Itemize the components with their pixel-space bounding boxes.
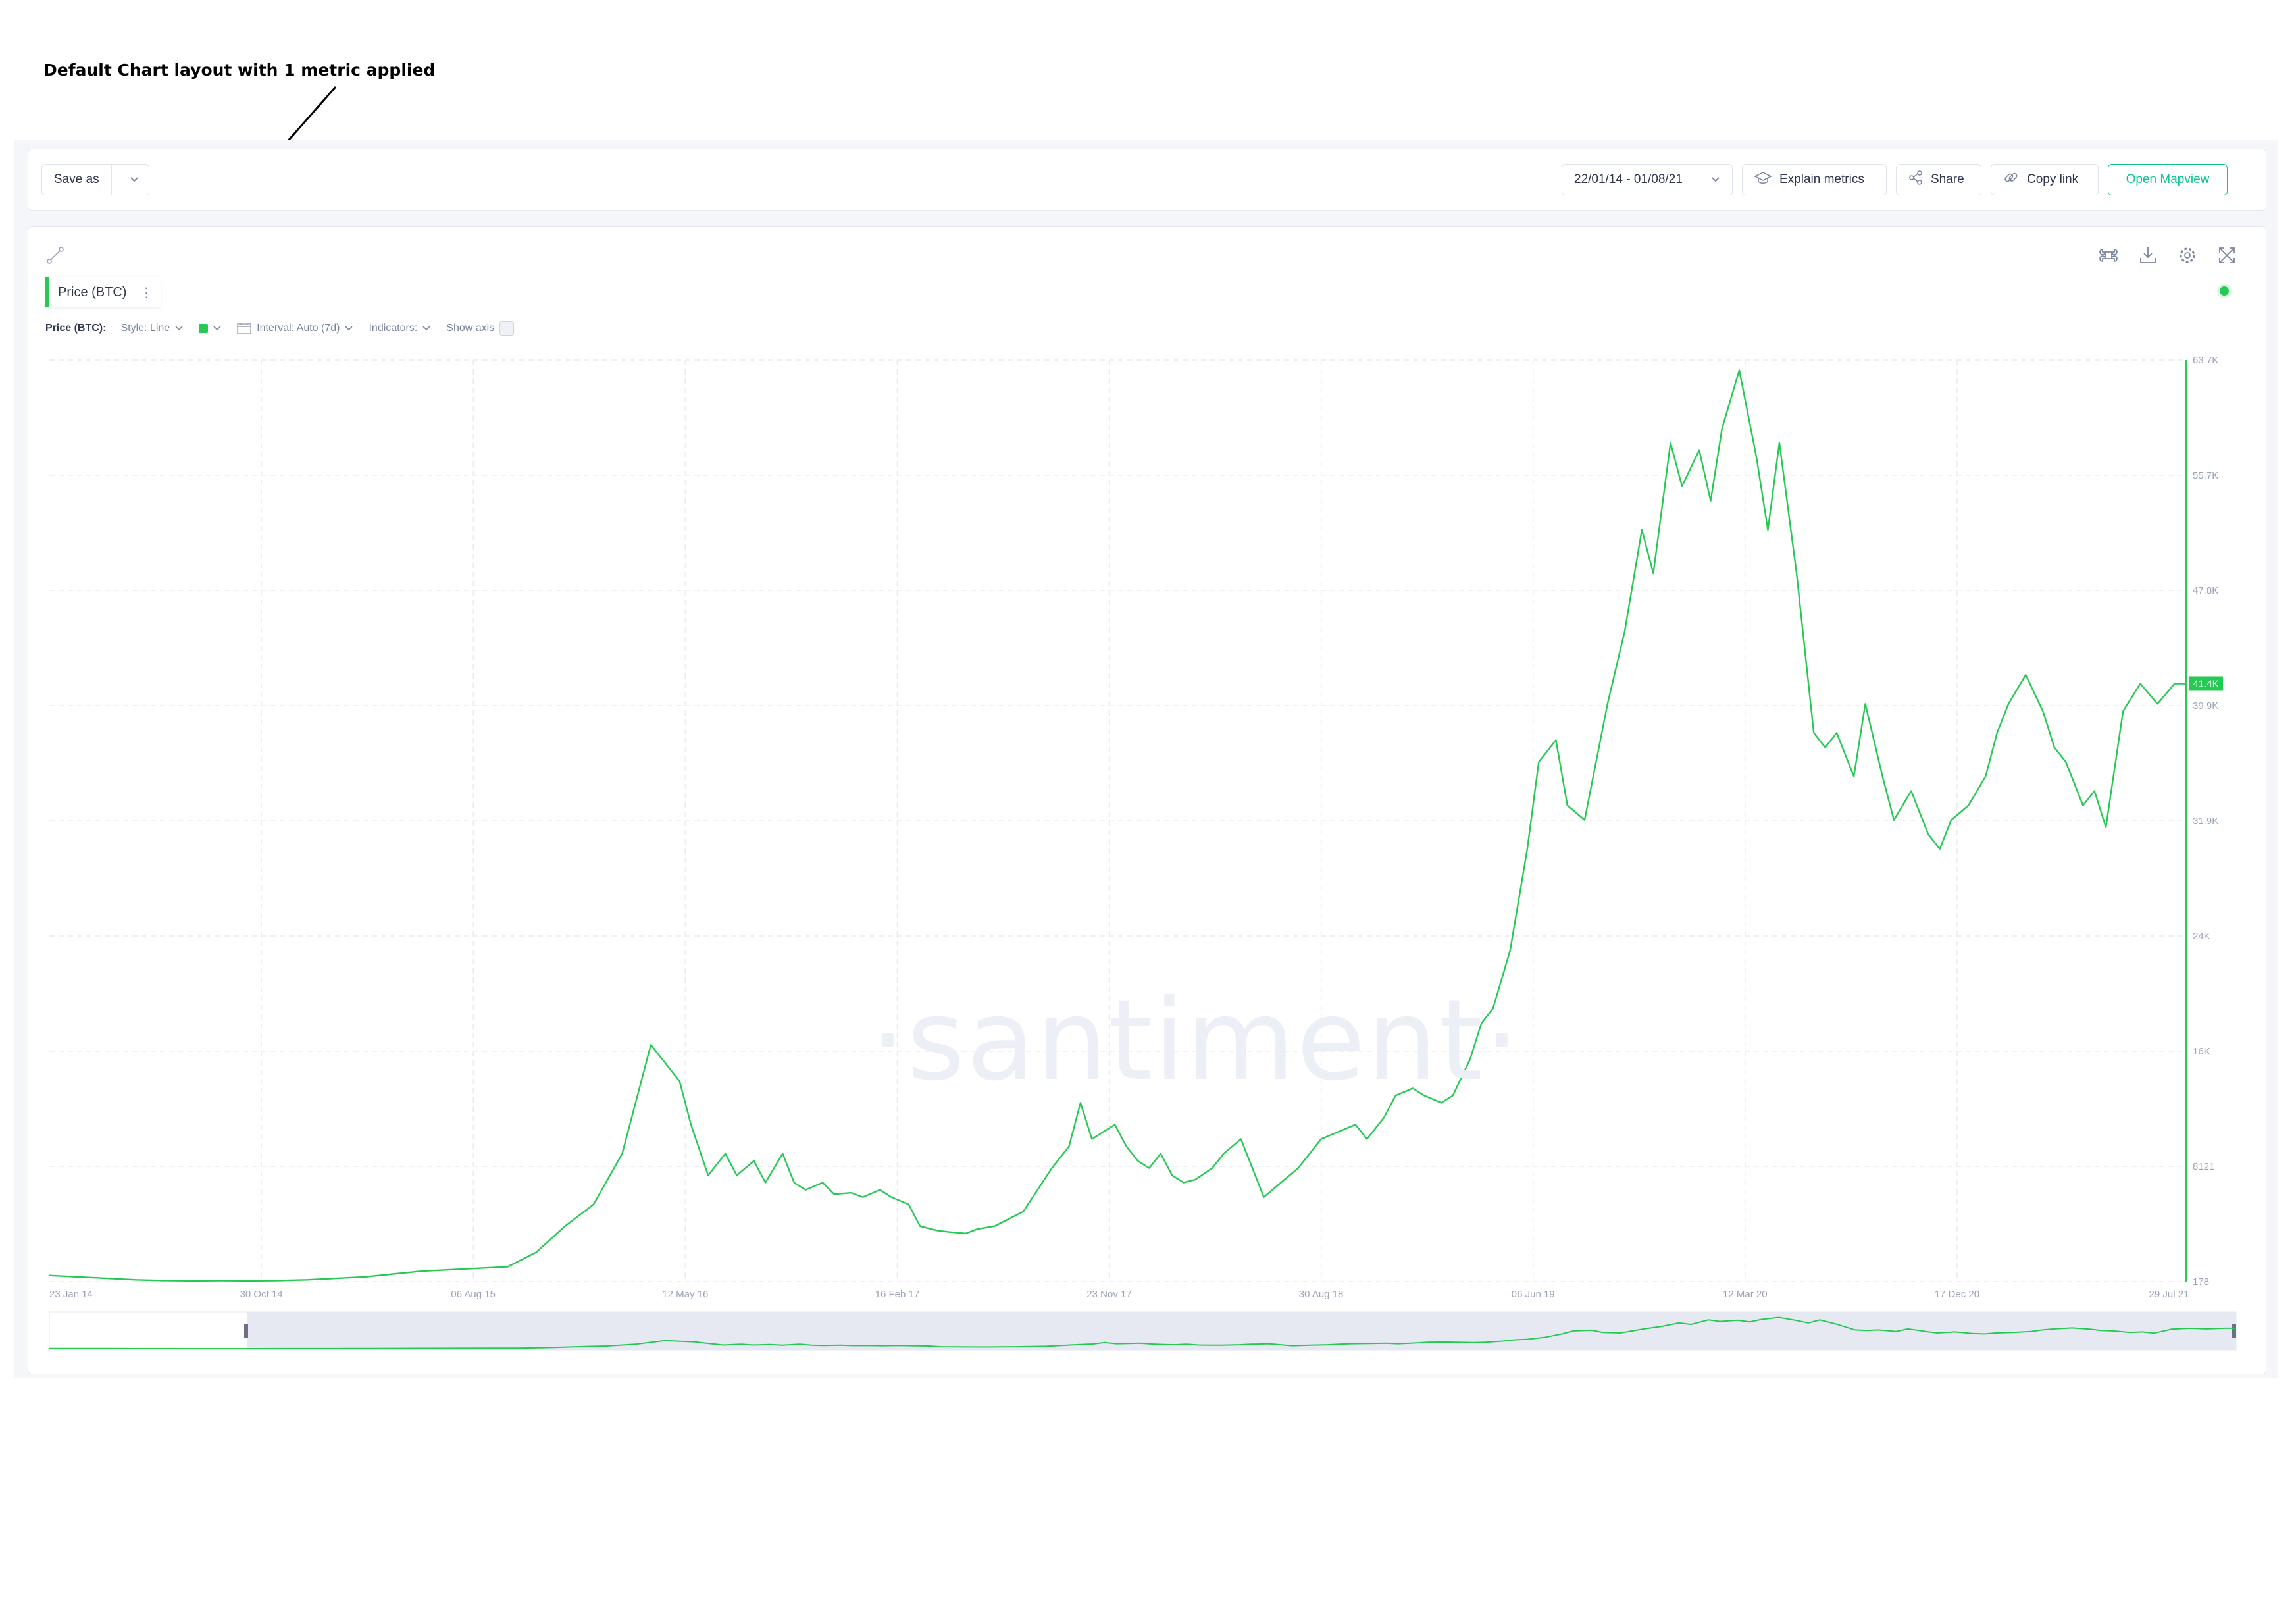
y-tick-label: 8121 (2193, 1161, 2214, 1172)
chevron-down-icon (422, 326, 430, 331)
save-as-button[interactable]: Save as (41, 164, 149, 195)
annotation-caption: Default Chart layout with 1 metric appli… (43, 61, 436, 80)
color-picker[interactable] (199, 324, 221, 333)
x-tick-label: 23 Jan 14 (49, 1289, 93, 1300)
x-tick-label: 17 Dec 20 (1935, 1289, 1979, 1300)
live-status-dot (2220, 286, 2229, 296)
graduation-cap-icon (1754, 171, 1772, 188)
share-button[interactable]: Share (1896, 164, 1981, 195)
show-axis-checkbox[interactable] (499, 321, 515, 336)
explain-metrics-label: Explain metrics (1779, 172, 1864, 186)
chart-app: Save as 22/01/14 - 01/08/21 Explain metr… (14, 140, 2278, 1378)
style-dropdown[interactable]: Style: Line (120, 323, 183, 334)
series-line-price-btc (49, 369, 2186, 1282)
more-options-icon[interactable]: ⋮ (140, 285, 153, 300)
x-tick-label: 16 Feb 17 (875, 1289, 920, 1300)
y-tick-label: 31.9K (2193, 816, 2218, 827)
show-axis-toggle[interactable]: Show axis (446, 321, 515, 336)
metric-tab-label: Price (BTC) (58, 284, 127, 299)
indicators-dropdown[interactable]: Indicators: (369, 323, 430, 334)
x-tick-label: 12 May 16 (662, 1289, 708, 1300)
gear-icon[interactable] (2178, 246, 2197, 269)
y-tick-label: 178 (2193, 1276, 2209, 1288)
navigator-series-line (49, 1316, 2236, 1349)
price-chart[interactable]: 178 8121 16K 24K 31.9K 39.9K 47.8K 55.7K 63.7K 23… (44, 346, 2255, 1359)
interval-label: Interval: Auto (7d) (257, 323, 340, 334)
copy-link-button[interactable]: Copy link (1991, 164, 2099, 195)
x-tick-label: 12 Mar 20 (1723, 1289, 1768, 1300)
y-tick-label: 16K (2193, 1046, 2210, 1057)
navigator-selection[interactable] (247, 1312, 2236, 1350)
interval-dropdown[interactable]: Interval: Auto (7d) (237, 323, 353, 334)
x-tick-label: 23 Nov 17 (1086, 1289, 1131, 1300)
line-tool-icon[interactable] (45, 246, 65, 269)
last-value-badge (2189, 676, 2223, 691)
x-tick-label: 30 Aug 18 (1299, 1289, 1344, 1300)
x-tick-label: 30 Oct 14 (240, 1289, 283, 1300)
copy-link-label: Copy link (2027, 172, 2079, 186)
metric-tab-price-btc[interactable]: Price (BTC) ⋮ (45, 277, 161, 307)
share-label: Share (1931, 172, 1964, 186)
download-icon[interactable] (2138, 246, 2158, 269)
style-label: Style: Line (120, 323, 170, 334)
y-tick-label: 63.7K (2193, 355, 2218, 366)
command-icon[interactable] (2099, 246, 2118, 269)
x-tick-label: 29 Jul 21 (2149, 1289, 2189, 1300)
save-as-label: Save as (42, 165, 112, 195)
last-value-label: 41.4K (2193, 678, 2218, 689)
chevron-down-icon (213, 326, 221, 331)
x-tick-label: 06 Aug 15 (451, 1289, 496, 1300)
x-tick-label: 06 Jun 19 (1512, 1289, 1555, 1300)
chevron-down-icon[interactable] (120, 176, 149, 183)
metric-settings-row: Price (BTC): Style: Line Interval: Auto … (45, 319, 530, 338)
y-tick-label: 24K (2193, 931, 2210, 942)
chevron-down-icon (1711, 172, 1720, 187)
indicators-label: Indicators: (369, 323, 418, 334)
open-mapview-button[interactable]: Open Mapview (2108, 164, 2228, 195)
fullscreen-icon[interactable] (2217, 246, 2237, 269)
chart-card: Price (BTC) ⋮ Price (BTC): Style: Line I… (28, 226, 2266, 1374)
color-swatch (199, 324, 209, 333)
show-axis-label: Show axis (446, 323, 495, 334)
y-tick-label: 47.8K (2193, 585, 2218, 596)
chevron-down-icon (175, 326, 183, 331)
calendar-icon (237, 323, 251, 334)
date-range-label: 22/01/14 - 01/08/21 (1574, 172, 1683, 186)
share-icon (1908, 170, 1923, 189)
santiment-watermark: ·santiment· (870, 976, 1521, 1106)
explain-metrics-button[interactable]: Explain metrics (1742, 164, 1887, 195)
y-tick-label: 39.9K (2193, 700, 2218, 712)
chevron-down-icon (345, 326, 353, 331)
y-tick-label: 55.7K (2193, 470, 2218, 481)
settings-metric-label: Price (BTC): (45, 323, 107, 334)
date-range-picker[interactable]: 22/01/14 - 01/08/21 (1562, 164, 1733, 195)
top-toolbar: Save as 22/01/14 - 01/08/21 Explain metr… (28, 149, 2266, 211)
navigator-handle-right[interactable] (2232, 1324, 2236, 1338)
link-icon (2003, 170, 2019, 190)
navigator-handle-left[interactable] (244, 1324, 248, 1338)
